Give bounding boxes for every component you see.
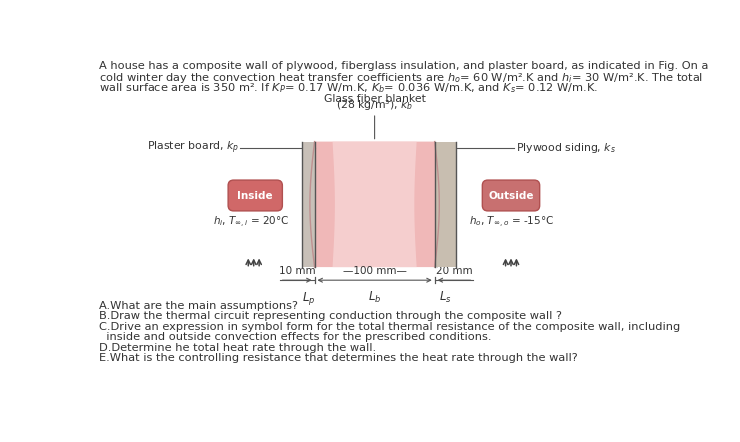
Text: inside and outside convection effects for the prescribed conditions.: inside and outside convection effects fo… — [98, 332, 491, 342]
Text: 10 mm: 10 mm — [279, 267, 315, 276]
FancyBboxPatch shape — [228, 180, 283, 211]
Text: C.Drive an expression in symbol form for the total thermal resistance of the com: C.Drive an expression in symbol form for… — [98, 322, 680, 332]
Text: $h_i$, $T_{\infty,i}$ = 20°C: $h_i$, $T_{\infty,i}$ = 20°C — [213, 215, 289, 230]
Text: wall surface area is 350 m². If $K_P$= 0.17 W/m.K, $K_b$= 0.036 W/m.K, and $K_s$: wall surface area is 350 m². If $K_P$= 0… — [98, 81, 598, 95]
Text: Glass fiber blanket: Glass fiber blanket — [323, 94, 425, 104]
Text: Outside: Outside — [488, 191, 534, 201]
Text: Plywood siding, $k_s$: Plywood siding, $k_s$ — [516, 141, 616, 155]
Text: $h_{o}$, $T_{\infty,o}$ = -15°C: $h_{o}$, $T_{\infty,o}$ = -15°C — [468, 215, 554, 230]
FancyBboxPatch shape — [482, 180, 539, 211]
Text: Plaster board, $k_p$: Plaster board, $k_p$ — [147, 140, 238, 156]
Text: D.Determine he total heat rate through the wall.: D.Determine he total heat rate through t… — [98, 343, 376, 353]
Bar — [434, 141, 457, 267]
Text: A.What are the main assumptions?: A.What are the main assumptions? — [98, 301, 297, 311]
Text: A house has a composite wall of plywood, fiberglass insulation, and plaster boar: A house has a composite wall of plywood,… — [98, 61, 708, 71]
Text: E.What is the controlling resistance that determines the heat rate through the w: E.What is the controlling resistance tha… — [98, 353, 577, 363]
Polygon shape — [332, 141, 417, 267]
Text: cold winter day the convection heat transfer coefficients are $h_o$= 60 W/m².K a: cold winter day the convection heat tran… — [98, 71, 703, 85]
Text: (28 kg/m³), $k_b$: (28 kg/m³), $k_b$ — [336, 98, 413, 112]
Text: Inside: Inside — [238, 191, 273, 201]
Polygon shape — [310, 141, 440, 267]
Text: —100 mm—: —100 mm— — [343, 267, 406, 276]
Text: $\mathit{L}_s$: $\mathit{L}_s$ — [439, 290, 452, 305]
Text: $\mathit{L}_p$: $\mathit{L}_p$ — [302, 290, 315, 307]
Bar — [302, 141, 314, 267]
Text: 20 mm: 20 mm — [436, 267, 472, 276]
Text: $\mathit{L}_b$: $\mathit{L}_b$ — [368, 290, 381, 305]
Text: B.Draw the thermal circuit representing conduction through the composite wall ?: B.Draw the thermal circuit representing … — [98, 311, 562, 321]
